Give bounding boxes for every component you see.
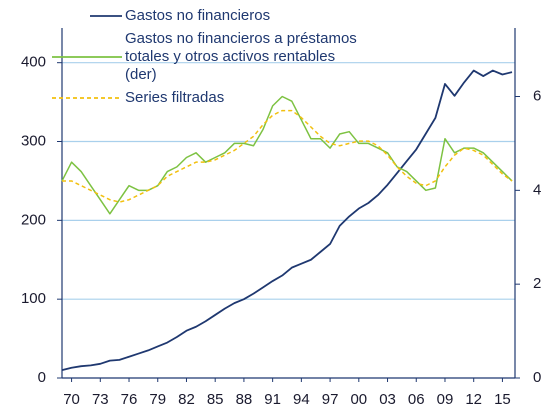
x-tick-label: 70 [63, 391, 80, 408]
y2-tick-label: 0 [533, 369, 541, 386]
y-tick-label: 400 [21, 54, 46, 71]
y-tick-label: 0 [38, 369, 46, 386]
legend-label: Gastos no financieros a préstamos totales… [125, 30, 357, 83]
x-tick-label: 91 [264, 391, 281, 408]
x-tick-label: 15 [494, 391, 511, 408]
x-tick-label: 06 [408, 391, 425, 408]
x-tick-label: 09 [437, 391, 454, 408]
x-tick-label: 97 [322, 391, 339, 408]
x-tick-label: 76 [121, 391, 138, 408]
series-line [61, 95, 513, 215]
x-tick-label: 85 [207, 391, 224, 408]
series-line [61, 69, 513, 371]
x-tick-label: 79 [149, 391, 166, 408]
x-tick-label: 82 [178, 391, 195, 408]
y2-tick-label: 4 [533, 181, 541, 198]
y-tick-label: 300 [21, 132, 46, 149]
x-tick-label: 73 [92, 391, 109, 408]
x-tick-label: 12 [465, 391, 482, 408]
legend-label: Gastos no financieros [125, 7, 270, 24]
legend-label: Series filtradas [125, 89, 224, 106]
legend: Gastos no financieros Gastos no financier… [52, 7, 357, 106]
x-tick-label: 94 [293, 391, 310, 408]
y2-tick-label: 2 [533, 275, 541, 292]
series-line [62, 109, 513, 203]
x-tick-label: 03 [379, 391, 396, 408]
x-tick-label: 88 [236, 391, 253, 408]
y2-tick-label: 6 [533, 87, 541, 104]
x-tick-label: 00 [350, 391, 367, 408]
y-tick-label: 100 [21, 290, 46, 307]
y-tick-label: 200 [21, 211, 46, 228]
